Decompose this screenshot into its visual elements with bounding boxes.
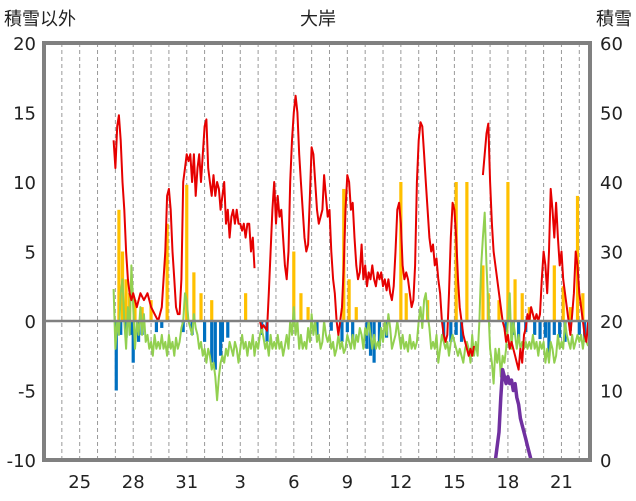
bar-mark xyxy=(345,321,349,333)
bar-mark xyxy=(329,321,333,331)
plot-frame xyxy=(42,41,592,462)
bar-mark xyxy=(199,293,203,321)
bar-mark xyxy=(517,321,521,342)
bar-mark xyxy=(497,300,501,321)
x-tick-label: 6 xyxy=(288,472,299,493)
left-axis-title: 積雪以外 xyxy=(4,9,76,30)
bar-mark xyxy=(377,321,382,347)
bar-mark xyxy=(399,182,403,321)
bar-mark xyxy=(185,184,189,321)
bar-mark xyxy=(220,321,225,342)
bar-mark xyxy=(219,321,223,356)
x-tick-label: 12 xyxy=(389,472,412,493)
bar-mark xyxy=(568,307,572,321)
bar-mark xyxy=(181,321,185,333)
bar-mark xyxy=(547,321,551,356)
bar-mark xyxy=(299,293,303,321)
bar-mark xyxy=(581,293,585,321)
bar-mark xyxy=(244,293,248,321)
bar-mark xyxy=(351,321,355,342)
series-line xyxy=(112,94,590,371)
x-tick-label: 31 xyxy=(175,472,198,493)
bar-mark xyxy=(154,321,159,333)
bar-mark xyxy=(538,321,542,340)
bar-mark xyxy=(165,223,169,321)
bar-mark xyxy=(404,293,408,321)
x-tick-label: 9 xyxy=(342,472,353,493)
bar-mark xyxy=(465,182,469,321)
bar-mark xyxy=(577,321,581,335)
right-tick-label: 40 xyxy=(600,173,623,194)
x-tick-label: 25 xyxy=(68,472,91,493)
bar-mark xyxy=(140,307,144,321)
bar-mark xyxy=(226,321,230,338)
left-tick-label: 5 xyxy=(25,243,36,264)
bar-mark xyxy=(133,300,137,321)
right-tick-label: 50 xyxy=(600,104,623,125)
bar-mark xyxy=(292,251,296,321)
x-tick-label: 3 xyxy=(235,472,246,493)
bar-mark xyxy=(124,279,128,321)
right-tick-label: 20 xyxy=(600,312,623,333)
bar-mark xyxy=(552,321,556,335)
bar-mark xyxy=(558,321,562,338)
left-tick-label: -5 xyxy=(18,382,36,403)
bar-mark xyxy=(561,286,565,321)
x-tick-label: 15 xyxy=(443,472,466,493)
bar-mark xyxy=(354,307,358,321)
bar-mark xyxy=(506,182,510,321)
bar-mark xyxy=(149,300,153,321)
bar-mark xyxy=(160,321,164,328)
left-tick-label: 10 xyxy=(13,173,36,194)
bar-mark xyxy=(449,321,453,342)
bar-mark xyxy=(347,279,351,321)
series-line xyxy=(113,367,590,462)
bar-mark xyxy=(543,321,547,338)
left-tick-label: 15 xyxy=(13,104,36,125)
bar-mark xyxy=(131,321,135,363)
bar-mark xyxy=(202,321,207,342)
x-tick-label: 28 xyxy=(122,472,145,493)
bar-mark xyxy=(129,321,134,335)
bar-mark xyxy=(192,272,196,321)
right-axis-title: 積雪 xyxy=(596,9,632,30)
bar-mark xyxy=(552,265,556,321)
right-tick-label: 60 xyxy=(600,34,623,55)
bar-mark xyxy=(315,321,319,335)
right-tick-label: 30 xyxy=(600,243,623,264)
bar-mark xyxy=(119,321,123,335)
bar-mark xyxy=(454,321,458,335)
x-tick-label: 18 xyxy=(496,472,519,493)
bar-mark xyxy=(340,321,344,342)
right-tick-label: 0 xyxy=(600,451,611,472)
right-tick-label: 10 xyxy=(600,382,623,403)
left-tick-label: 20 xyxy=(13,34,36,55)
bar-mark xyxy=(459,321,464,342)
series-line xyxy=(112,211,590,402)
bar-mark xyxy=(114,321,118,391)
bar-mark xyxy=(481,265,485,321)
bar-mark xyxy=(210,300,214,321)
left-tick-label: -10 xyxy=(7,451,36,472)
left-tick-label: 0 xyxy=(25,312,36,333)
bar-mark xyxy=(513,279,517,321)
x-tick-label: 21 xyxy=(550,472,573,493)
chart-title: 大岸 xyxy=(300,9,336,30)
bar-mark xyxy=(117,209,121,321)
bar-mark xyxy=(306,307,310,321)
bar-mark xyxy=(520,293,524,321)
bar-mark xyxy=(213,321,217,370)
series-layer xyxy=(112,94,590,462)
bar-mark xyxy=(504,321,508,333)
bar-mark xyxy=(210,321,214,363)
bar-mark xyxy=(533,321,537,335)
